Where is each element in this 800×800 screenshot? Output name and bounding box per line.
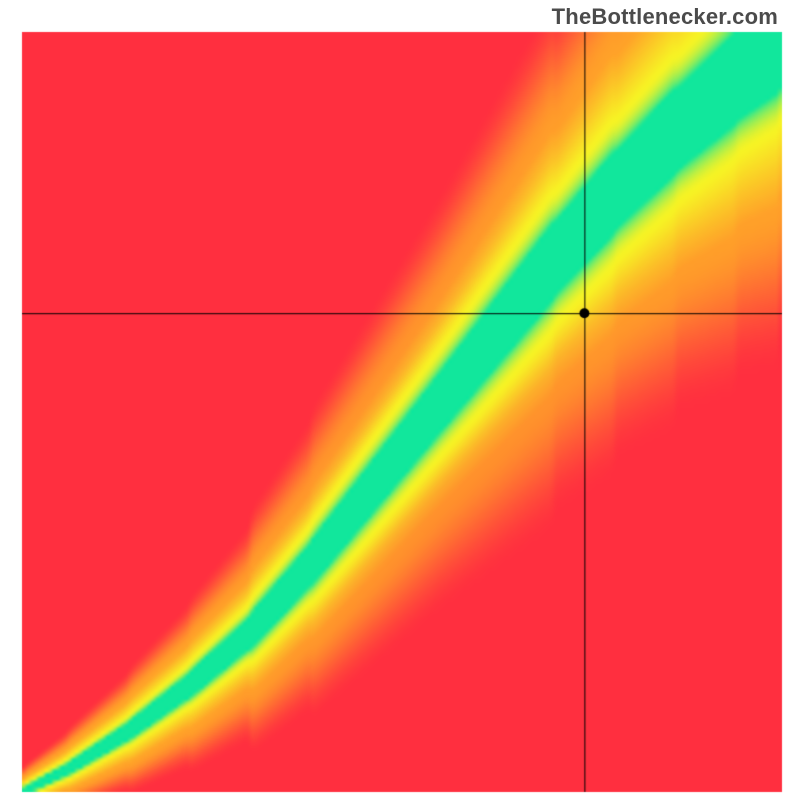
chart-container: TheBottlenecker.com <box>0 0 800 800</box>
bottleneck-heatmap <box>0 0 800 800</box>
